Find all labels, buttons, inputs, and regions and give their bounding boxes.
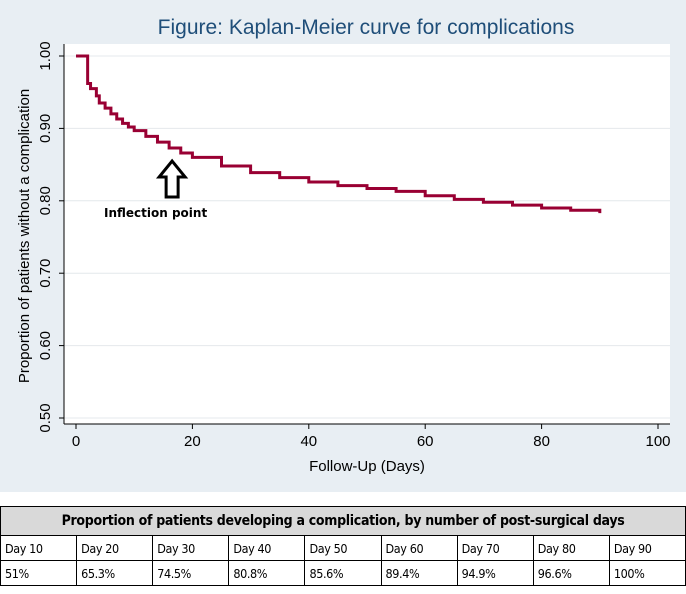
table-cell: Day 50 xyxy=(304,535,382,561)
table-cell: Day 60 xyxy=(380,535,458,561)
x-tick-label: 60 xyxy=(417,433,434,450)
table-cell: 96.6% xyxy=(532,560,610,586)
table-cell: 51% xyxy=(0,560,78,586)
table-cell: Day 40 xyxy=(228,535,306,561)
y-tick-label: 0.60 xyxy=(37,331,54,360)
y-tick-label: 1.00 xyxy=(37,41,54,70)
gridlines xyxy=(64,55,670,419)
table-cell: 85.6% xyxy=(304,560,382,586)
kaplan-meier-chart: Figure: Kaplan-Meier curve for complicat… xyxy=(16,16,671,475)
summary-table: Proportion of patients developing a comp… xyxy=(0,506,686,586)
table-cell: Day 70 xyxy=(456,535,534,561)
table-cell: 65.3% xyxy=(76,560,154,586)
table-cell: Day 10 xyxy=(0,535,78,561)
table-cell: 100% xyxy=(608,560,686,586)
table-cell: 89.4% xyxy=(380,560,458,586)
table-cell: 80.8% xyxy=(228,560,306,586)
series-layer xyxy=(76,54,602,214)
x-tick-label: 100 xyxy=(645,433,670,450)
y-tick-label: 0.70 xyxy=(37,259,54,288)
chart-area: Figure: Kaplan-Meier curve for complicat… xyxy=(0,0,686,492)
annotation-layer: Inflection point xyxy=(104,158,207,220)
summary-title-row: Proportion of patients developing a comp… xyxy=(0,506,686,536)
axes: 0.50 0.60 0.70 0.80 0.90 1.00 0 20 40 60 80 100 xyxy=(37,41,671,450)
table-cell: 74.5% xyxy=(152,560,230,586)
summary-table-title: Proportion of patients developing a comp… xyxy=(0,506,686,536)
up-arrow-icon xyxy=(155,158,189,199)
x-tick-label: 40 xyxy=(300,433,317,450)
y-axis-title: Proportion of patients without a complic… xyxy=(16,89,33,383)
table-cell: 94.9% xyxy=(456,560,534,586)
km-survival-curve xyxy=(76,54,602,214)
table-cell: Day 80 xyxy=(532,535,610,561)
chart-title: Figure: Kaplan-Meier curve for complicat… xyxy=(158,16,575,39)
summary-values-row: 51% 65.3% 74.5% 80.8% 85.6% 89.4% 94.9% … xyxy=(0,560,686,586)
y-tick-label: 0.90 xyxy=(37,114,54,143)
x-axis-title: Follow-Up (Days) xyxy=(309,458,425,475)
plot-area xyxy=(64,44,670,424)
annotation-label: Inflection point xyxy=(104,206,207,220)
x-tick-label: 20 xyxy=(184,433,201,450)
table-cell: Day 20 xyxy=(76,535,154,561)
y-tick-label: 0.80 xyxy=(37,186,54,215)
x-tick-label: 80 xyxy=(533,433,550,450)
table-cell: Day 30 xyxy=(152,535,230,561)
table-cell: Day 90 xyxy=(608,535,686,561)
y-tick-label: 0.50 xyxy=(37,403,54,432)
summary-header-row: Day 10 Day 20 Day 30 Day 40 Day 50 Day 6… xyxy=(0,535,686,561)
x-tick-label: 0 xyxy=(72,433,80,450)
